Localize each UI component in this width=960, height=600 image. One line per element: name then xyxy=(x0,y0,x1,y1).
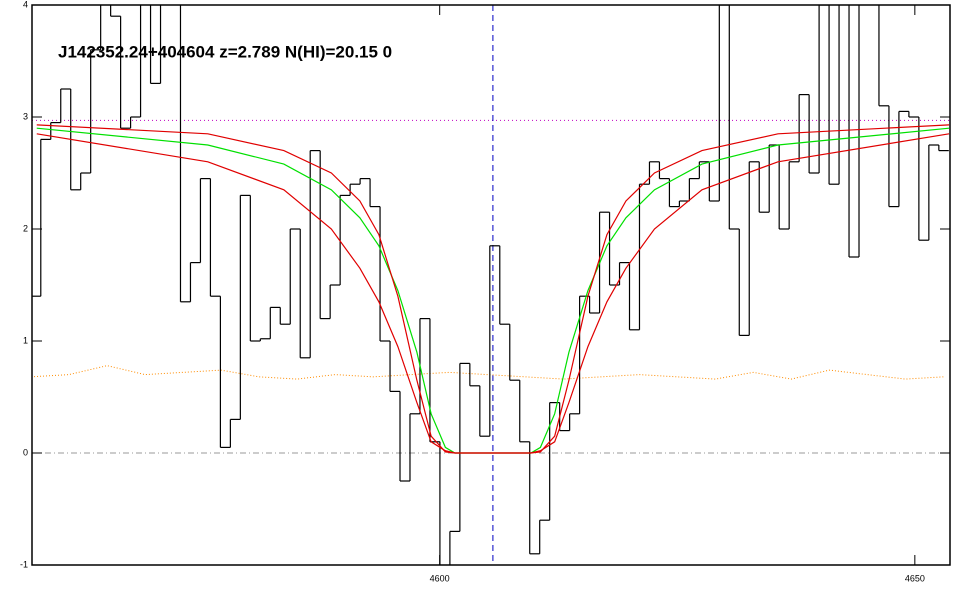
chart-title: J142352.24+404604 z=2.789 N(HI)=20.15 0 xyxy=(58,42,392,61)
plot-area xyxy=(32,5,950,565)
x-tick-label: 4650 xyxy=(905,573,925,583)
plot-frame xyxy=(31,4,951,566)
axes: -1 0 1 2 3 4 4600 4650 xyxy=(20,0,950,583)
y-tick-label: 4 xyxy=(23,0,28,9)
y-tick-label: 0 xyxy=(23,447,28,457)
y-tick-label: -1 xyxy=(20,559,28,569)
y-tick-label: 3 xyxy=(23,111,28,121)
x-tick-label: 4600 xyxy=(430,573,450,583)
model-line xyxy=(36,133,950,454)
error-spectrum xyxy=(32,365,944,380)
y-tick-label: 1 xyxy=(23,335,28,345)
y-tick-label: 2 xyxy=(23,223,28,233)
